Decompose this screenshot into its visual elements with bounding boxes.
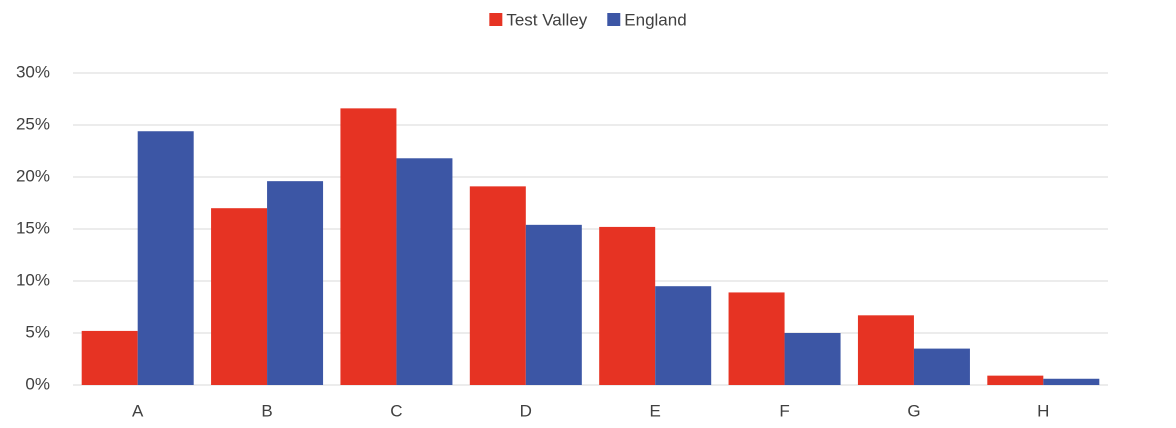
bar (1043, 378, 1100, 385)
bar (211, 208, 268, 385)
x-tick-label: D (520, 401, 532, 420)
bar (267, 181, 324, 385)
y-tick-label: 15% (16, 218, 50, 237)
bar (784, 333, 841, 385)
bar (987, 375, 1044, 385)
bar (469, 186, 526, 385)
bar (396, 158, 453, 385)
x-tick-label: C (390, 401, 402, 420)
x-tick-label: E (650, 401, 661, 420)
x-tick-label: F (779, 401, 789, 420)
y-tick-label: 5% (25, 322, 50, 341)
y-tick-label: 20% (16, 166, 50, 185)
bar (525, 224, 582, 385)
y-tick-label: 25% (16, 114, 50, 133)
x-tick-label: A (132, 401, 144, 420)
bar (857, 315, 914, 385)
bar (913, 348, 970, 385)
x-tick-label: B (261, 401, 272, 420)
y-tick-label: 10% (16, 270, 50, 289)
bar (655, 286, 712, 385)
y-tick-label: 30% (16, 62, 50, 81)
bar (599, 226, 656, 385)
bar (728, 292, 785, 385)
legend-swatch (607, 13, 621, 26)
bar (340, 108, 397, 386)
bar (137, 131, 194, 385)
legend-label: England (624, 10, 686, 29)
bar (81, 330, 138, 385)
y-tick-label: 0% (25, 374, 50, 393)
legend-swatch (489, 13, 503, 26)
x-tick-label: G (907, 401, 920, 420)
legend-label: Test Valley (506, 10, 587, 29)
x-tick-label: H (1037, 401, 1049, 420)
